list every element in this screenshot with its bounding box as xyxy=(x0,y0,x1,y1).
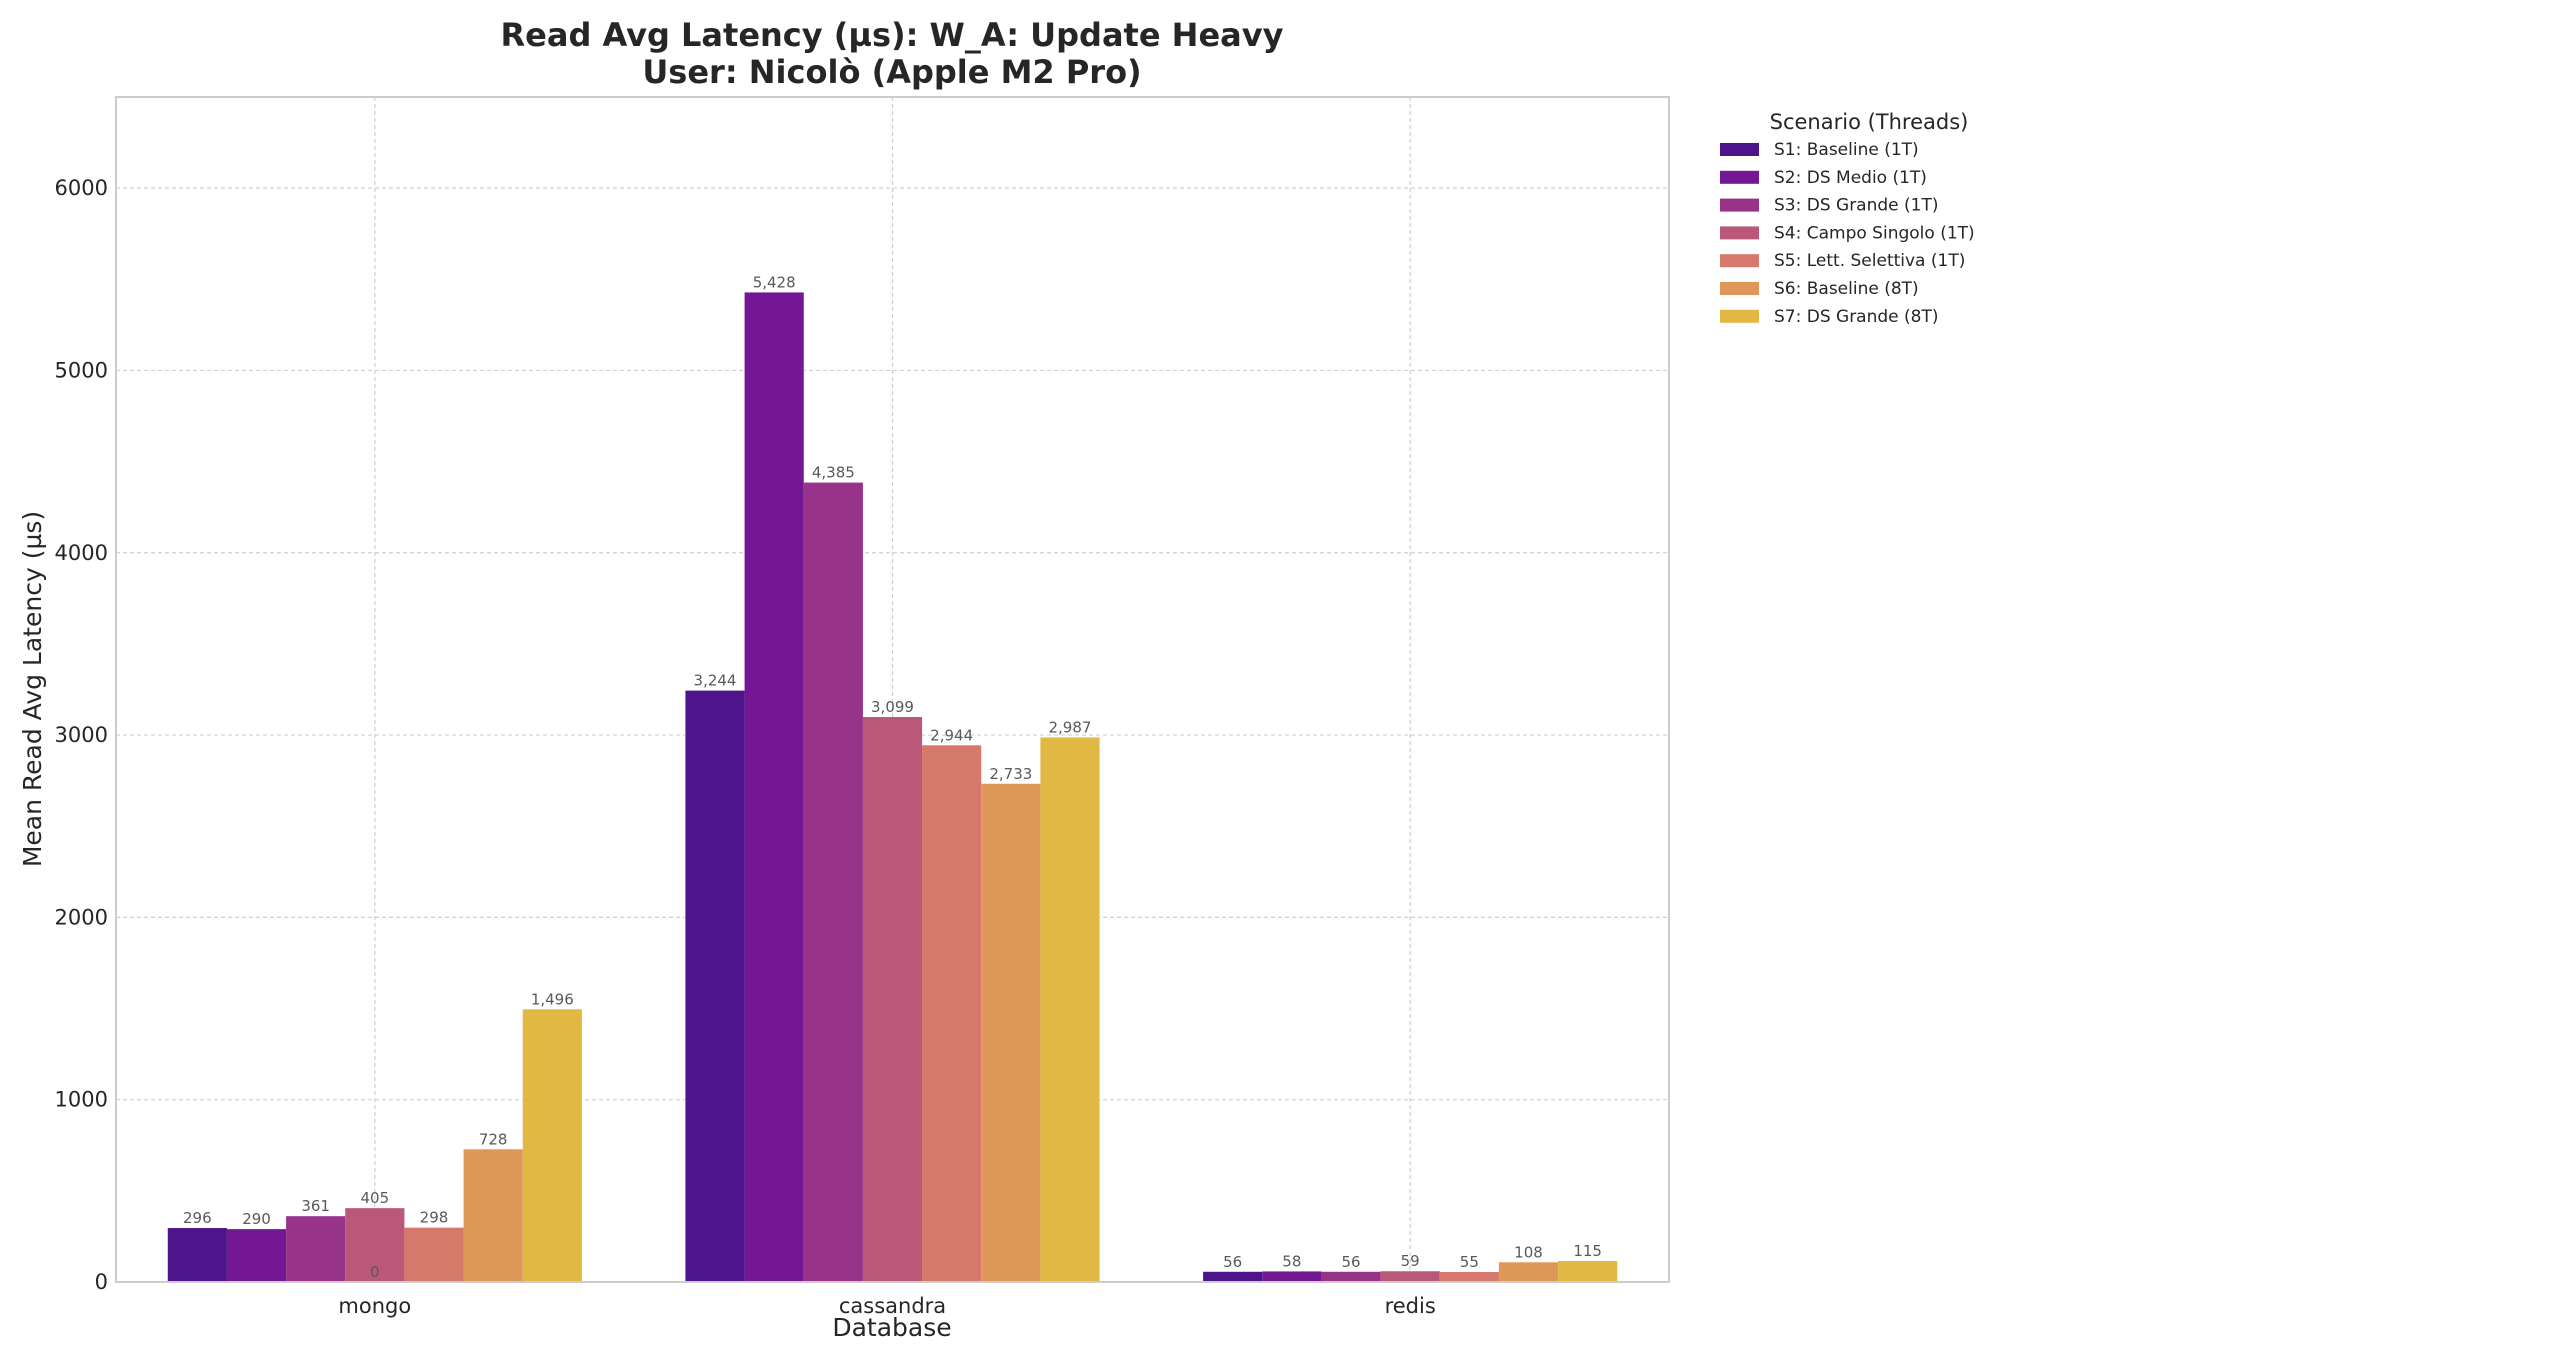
legend-label: S3: DS Grande (1T) xyxy=(1774,196,1939,216)
bar-mongo-s3 xyxy=(286,1216,346,1282)
bar-mongo-s5 xyxy=(404,1227,464,1282)
y-tick-label: 5000 xyxy=(55,358,108,382)
y-tick-label: 0 xyxy=(95,1270,108,1294)
bar-mongo-s6 xyxy=(463,1149,523,1282)
legend-swatch xyxy=(1720,309,1759,323)
legend-item: S3: DS Grande (1T) xyxy=(1720,196,1939,216)
bar-redis-s3 xyxy=(1321,1271,1381,1282)
bar-value-label: 361 xyxy=(301,1197,330,1215)
legend-swatch xyxy=(1720,282,1759,295)
chart-title: Read Avg Latency (µs): W_A: Update Heavy xyxy=(501,16,1284,54)
bar-value-label: 3,244 xyxy=(694,672,737,690)
bar-cassandra-s1 xyxy=(685,690,745,1282)
legend-swatch xyxy=(1720,143,1759,156)
y-tick-label: 2000 xyxy=(55,905,108,929)
legend-item: S4: Campo Singolo (1T) xyxy=(1720,223,1975,243)
y-axis: 0 1000 2000 3000 4000 5000 6000 xyxy=(55,176,108,1294)
annotation-layer: 0 xyxy=(370,1263,380,1281)
bar-mongo-s7 xyxy=(522,1009,582,1282)
bar-value-label: 2,987 xyxy=(1049,718,1092,736)
annotation-label: 0 xyxy=(370,1263,380,1281)
bar-cassandra-s4 xyxy=(862,717,923,1282)
x-tick-label: mongo xyxy=(338,1294,411,1318)
bar-redis-s2 xyxy=(1262,1271,1322,1282)
bar-value-label: 3,099 xyxy=(871,698,914,716)
chart-subtitle: User: Nicolò (Apple M2 Pro) xyxy=(642,53,1141,91)
legend-title: Scenario (Threads) xyxy=(1770,110,1969,134)
legend-item: S7: DS Grande (8T) xyxy=(1720,307,1939,327)
y-axis-label: Mean Read Avg Latency (µs) xyxy=(18,511,47,867)
legend-item: S6: Baseline (8T) xyxy=(1720,279,1919,299)
x-tick-label: cassandra xyxy=(839,1294,946,1318)
bar-cassandra-s6 xyxy=(981,783,1041,1282)
bar-value-label: 59 xyxy=(1401,1252,1420,1270)
legend-label: S1: Baseline (1T) xyxy=(1774,140,1919,160)
bar-redis-s5 xyxy=(1439,1271,1499,1282)
bar-redis-s7 xyxy=(1558,1261,1618,1282)
bar-value-label: 728 xyxy=(479,1130,508,1148)
bar-value-label: 115 xyxy=(1573,1242,1602,1260)
bar-value-label: 55 xyxy=(1460,1253,1479,1271)
bar-value-label: 1,496 xyxy=(531,990,574,1008)
legend-item: S1: Baseline (1T) xyxy=(1720,140,1919,160)
legend-label: S4: Campo Singolo (1T) xyxy=(1774,223,1975,243)
bar-redis-s1 xyxy=(1203,1271,1263,1282)
legend-item: S2: DS Medio (1T) xyxy=(1720,168,1927,188)
legend-swatch xyxy=(1720,170,1759,184)
bar-value-label: 56 xyxy=(1223,1253,1242,1271)
value-labels-layer: 296 3,244 56 290 5,428 58 361 4,385 56 405 3,099 59… xyxy=(183,273,1602,1271)
bar-mongo-s2 xyxy=(226,1229,287,1282)
x-tick-label: redis xyxy=(1385,1294,1436,1318)
bar-value-label: 298 xyxy=(420,1209,449,1227)
bar-value-label: 56 xyxy=(1341,1253,1360,1271)
bar-cassandra-s5 xyxy=(922,745,982,1282)
bar-value-label: 58 xyxy=(1282,1252,1301,1270)
bar-redis-s6 xyxy=(1498,1262,1559,1282)
bar-cassandra-s2 xyxy=(744,292,804,1282)
legend-swatch xyxy=(1720,198,1759,212)
legend: Scenario (Threads) S1: Baseline (1T) S2: … xyxy=(1720,110,1975,327)
y-tick-label: 4000 xyxy=(55,541,108,565)
x-axis: mongo cassandra redis xyxy=(338,1294,1435,1318)
bar-value-label: 2,733 xyxy=(989,765,1032,783)
legend-swatch xyxy=(1720,226,1759,240)
bar-cassandra-s7 xyxy=(1040,737,1100,1282)
legend-label: S7: DS Grande (8T) xyxy=(1774,307,1939,327)
bar-value-label: 108 xyxy=(1514,1243,1543,1261)
bar-value-label: 4,385 xyxy=(812,464,855,482)
y-tick-label: 6000 xyxy=(55,176,108,200)
y-tick-label: 1000 xyxy=(55,1088,108,1112)
legend-label: S6: Baseline (8T) xyxy=(1774,279,1919,299)
legend-label: S2: DS Medio (1T) xyxy=(1774,168,1927,188)
bar-cassandra-s3 xyxy=(803,482,863,1282)
bar-mongo-s4 xyxy=(345,1208,405,1282)
bar-value-label: 5,428 xyxy=(753,273,796,291)
bar-value-label: 296 xyxy=(183,1209,212,1227)
x-axis-label: Database xyxy=(832,1313,951,1342)
bar-mongo-s1 xyxy=(167,1228,227,1282)
legend-items: S1: Baseline (1T) S2: DS Medio (1T) S3: DS… xyxy=(1720,140,1975,327)
bar-value-label: 290 xyxy=(242,1210,271,1228)
legend-item: S5: Lett. Selettiva (1T) xyxy=(1720,251,1965,271)
plot-frame xyxy=(115,96,1670,1283)
bars-layer xyxy=(167,292,1618,1282)
legend-swatch xyxy=(1720,254,1759,268)
legend-label: S5: Lett. Selettiva (1T) xyxy=(1774,251,1965,271)
bar-value-label: 2,944 xyxy=(930,726,973,744)
y-tick-label: 3000 xyxy=(55,723,108,747)
bar-redis-s4 xyxy=(1380,1271,1440,1282)
bar-value-label: 405 xyxy=(361,1189,390,1207)
